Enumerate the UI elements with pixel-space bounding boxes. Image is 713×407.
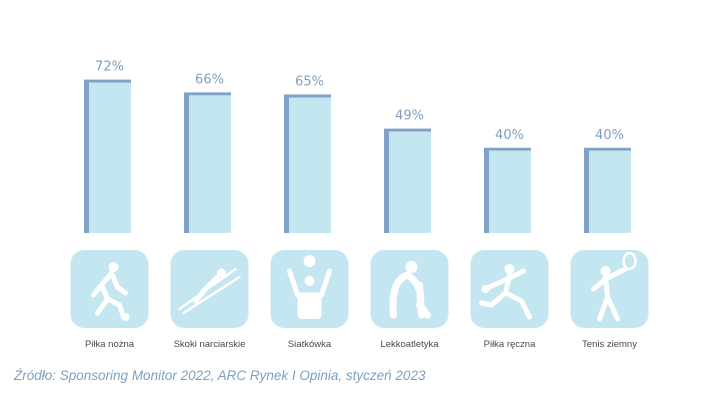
football-player-icon bbox=[91, 262, 130, 321]
bar-edge bbox=[384, 128, 431, 233]
icon-tile bbox=[470, 250, 549, 328]
data-label: 40% bbox=[495, 128, 524, 143]
bar-edge bbox=[184, 92, 231, 233]
category-label: Skoki narciarskie bbox=[174, 339, 246, 350]
category-label: Lekkoatletyka bbox=[380, 339, 439, 350]
bar-edge bbox=[584, 147, 631, 233]
volleyball-player-icon bbox=[287, 255, 332, 319]
sprinter-start-icon bbox=[389, 261, 431, 319]
data-label: 72% bbox=[95, 60, 124, 75]
bar-edge bbox=[484, 147, 531, 233]
bar-edge bbox=[84, 79, 131, 233]
icon-tile bbox=[70, 250, 149, 328]
data-label: 65% bbox=[295, 75, 324, 90]
category-label: Siatkówka bbox=[288, 339, 332, 350]
category-label: Tenis ziemny bbox=[582, 339, 637, 350]
bar bbox=[389, 131, 431, 233]
handball-player-icon bbox=[479, 264, 532, 320]
data-label: 66% bbox=[195, 72, 224, 87]
ski-jumper-icon bbox=[178, 267, 241, 315]
bar bbox=[589, 150, 631, 233]
data-label: 40% bbox=[595, 128, 624, 143]
source-note: Źródło: Sponsoring Monitor 2022, ARC Ryn… bbox=[14, 368, 426, 383]
bar-edge bbox=[284, 94, 331, 233]
category-label: Piłka nożna bbox=[85, 339, 135, 350]
data-label: 49% bbox=[395, 109, 424, 124]
bar bbox=[289, 97, 331, 233]
bar bbox=[189, 95, 231, 233]
tennis-player-icon bbox=[591, 251, 637, 322]
bar bbox=[489, 150, 531, 233]
icon-tile bbox=[570, 250, 649, 328]
category-label: Piłka ręczna bbox=[484, 339, 536, 350]
bar bbox=[89, 82, 131, 233]
